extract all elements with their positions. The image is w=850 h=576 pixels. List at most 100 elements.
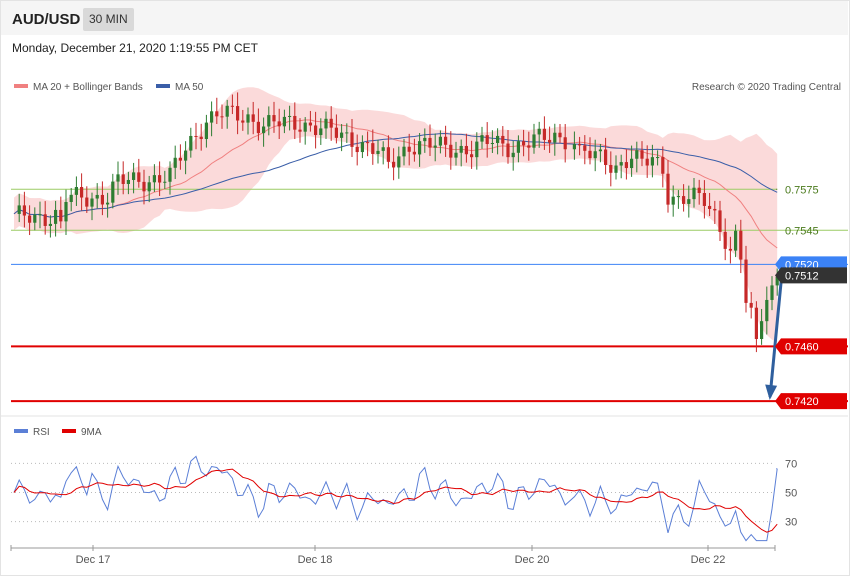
symbol-label: AUD/USD <box>12 11 81 28</box>
candle-body <box>718 210 722 232</box>
candle-body <box>22 205 26 216</box>
candle <box>428 124 432 157</box>
ma50-legend-label: MA 50 <box>175 82 204 93</box>
candle <box>366 131 370 157</box>
candle <box>308 110 312 132</box>
candle-body <box>17 205 21 214</box>
candle-body <box>158 175 162 183</box>
candle <box>572 131 576 160</box>
candle-body <box>381 147 385 151</box>
candle-body <box>480 135 484 142</box>
candle-body <box>355 146 359 153</box>
candle <box>614 155 618 180</box>
candle <box>496 128 500 155</box>
candle <box>598 143 602 163</box>
candle <box>116 161 120 195</box>
candle <box>142 169 146 205</box>
candle-body <box>366 142 370 144</box>
candle-body <box>64 202 68 222</box>
candle-body <box>527 145 531 148</box>
candle <box>251 101 255 135</box>
candle-body <box>121 174 125 184</box>
rsi-tick-70: 70 <box>785 458 797 470</box>
candle <box>392 148 396 181</box>
candle <box>765 286 769 335</box>
candle-body <box>650 157 654 166</box>
candle-body <box>734 230 738 251</box>
candle-body <box>256 121 260 134</box>
candle-body <box>464 145 468 155</box>
rsi-legend-label: RSI <box>33 427 50 438</box>
ma50-line <box>13 132 778 218</box>
candle <box>288 105 292 131</box>
candle <box>85 186 89 213</box>
candle-body <box>542 128 546 140</box>
chart-datetime: Monday, December 21, 2020 1:19:55 PM CET <box>12 41 258 55</box>
candle <box>444 125 448 157</box>
candle-body <box>423 137 427 142</box>
candle-body <box>262 126 266 134</box>
candle <box>371 129 375 165</box>
candle-body <box>506 143 510 158</box>
candle <box>490 130 494 153</box>
level-label-0.7545: 0.7545 <box>785 225 819 237</box>
candle <box>80 173 84 211</box>
candle-body <box>619 162 623 166</box>
candle <box>501 126 505 157</box>
forecast-arrow-head <box>765 384 778 401</box>
candle-body <box>765 299 769 322</box>
candle <box>407 133 411 166</box>
candle-body <box>454 152 458 158</box>
candle <box>464 133 468 163</box>
candle-body <box>225 105 229 117</box>
candle-body <box>728 248 732 251</box>
candle <box>272 101 276 133</box>
candle-body <box>230 105 234 107</box>
candle <box>713 200 717 225</box>
bollinger-band <box>14 87 778 342</box>
candle <box>350 119 354 157</box>
candle-body <box>95 194 99 199</box>
candle <box>454 141 458 166</box>
candle <box>230 94 234 115</box>
timeframe-badge[interactable]: 30 MIN <box>83 8 134 31</box>
candle <box>256 108 260 141</box>
candle <box>194 122 198 150</box>
candle-body <box>572 144 576 150</box>
level-tag <box>775 338 847 355</box>
candle <box>542 116 546 150</box>
candle-body <box>708 205 712 209</box>
rsi-ma-line <box>13 468 778 533</box>
candle-body <box>775 276 779 286</box>
candle <box>236 92 240 135</box>
candle <box>90 192 94 221</box>
level-tag <box>775 267 847 284</box>
candle-body <box>111 181 115 203</box>
candle <box>548 126 552 153</box>
level-tag <box>775 393 847 410</box>
candle <box>682 184 686 212</box>
candle-body <box>532 134 536 148</box>
candle-body <box>168 167 172 182</box>
x-tick-label: Dec 18 <box>298 554 333 566</box>
candle-body <box>723 231 727 249</box>
ma50-legend-swatch <box>156 84 170 88</box>
candle <box>697 179 701 205</box>
candle <box>360 135 364 159</box>
candle <box>173 145 177 180</box>
candle <box>604 137 608 175</box>
candle <box>676 190 680 209</box>
candle-body <box>702 193 706 206</box>
candle <box>121 161 125 195</box>
candle <box>692 177 696 208</box>
candle-body <box>522 141 526 146</box>
candle <box>282 109 286 134</box>
ma20-legend-label: MA 20 + Bollinger Bands <box>33 82 143 93</box>
level-label-0.7512: 0.7512 <box>775 267 847 284</box>
candle-body <box>407 146 411 152</box>
candle-body <box>598 149 602 152</box>
candle-body <box>371 143 375 154</box>
candle <box>749 292 753 319</box>
candle <box>687 185 691 218</box>
